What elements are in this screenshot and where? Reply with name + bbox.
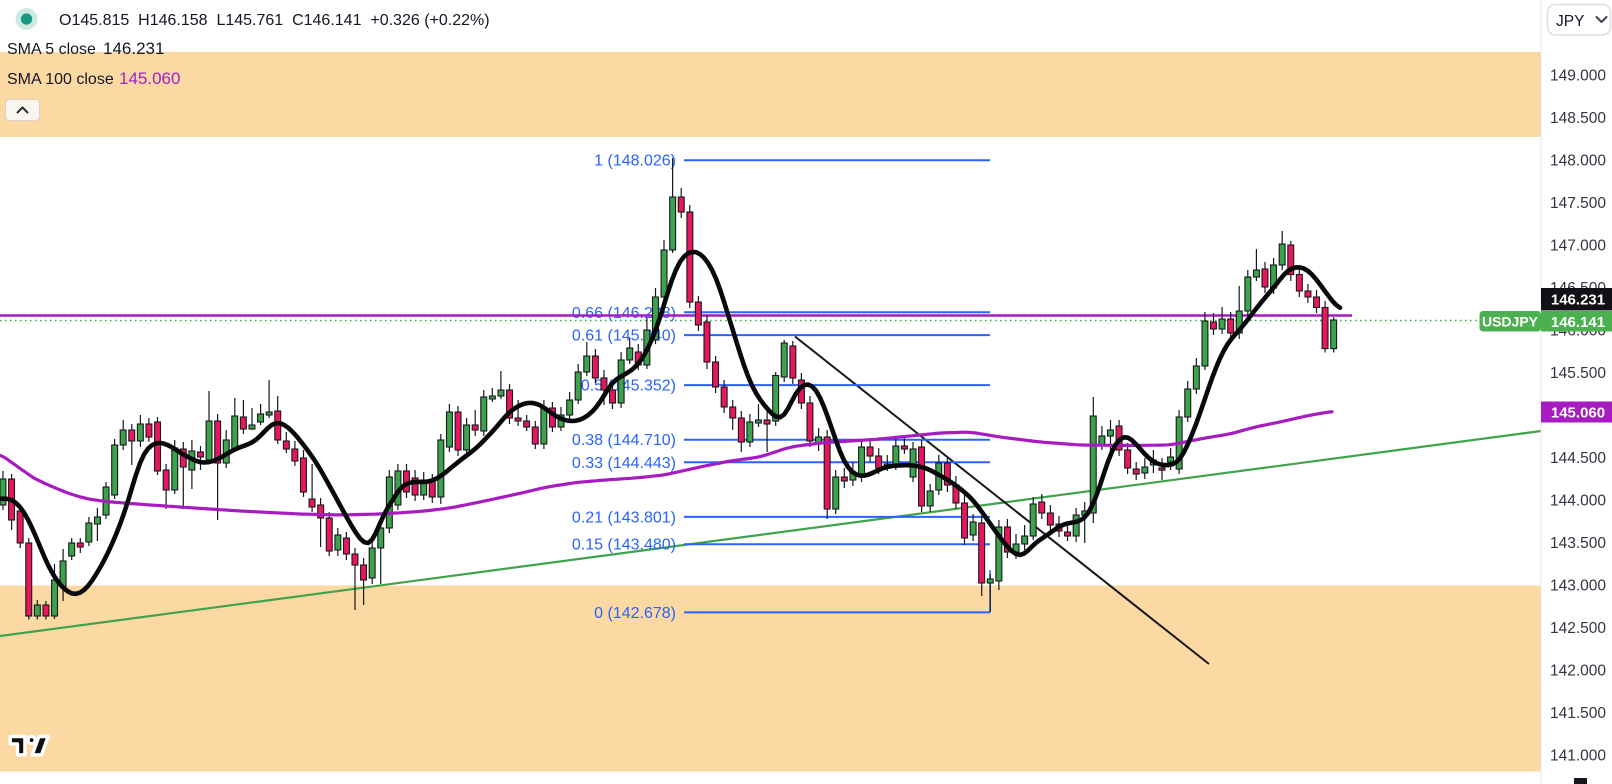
svg-text:0.61 (145.940): 0.61 (145.940) <box>572 328 676 345</box>
svg-text:0.38 (144.710): 0.38 (144.710) <box>572 432 676 449</box>
svg-text:147.000: 147.000 <box>1550 238 1606 255</box>
svg-text:145.060: 145.060 <box>1551 405 1605 422</box>
svg-text:149.000: 149.000 <box>1550 68 1606 85</box>
svg-text:0.21 (143.801): 0.21 (143.801) <box>572 509 676 526</box>
svg-text:O145.815 H146.158 L145.761: O145.815 H146.158 L145.761 C146.141 +0.3… <box>59 12 490 29</box>
svg-text:144.000: 144.000 <box>1550 493 1606 510</box>
svg-text:SMA 100 close: SMA 100 close <box>7 71 114 88</box>
svg-text:142.500: 142.500 <box>1550 620 1606 637</box>
svg-text:143.500: 143.500 <box>1550 535 1606 552</box>
svg-text:143.000: 143.000 <box>1550 578 1606 595</box>
svg-text:0.66 (146.208): 0.66 (146.208) <box>572 305 676 322</box>
svg-text:147.500: 147.500 <box>1550 195 1606 212</box>
svg-text:148.000: 148.000 <box>1550 153 1606 170</box>
svg-text:0.15 (143.480): 0.15 (143.480) <box>572 537 676 554</box>
svg-text:142.000: 142.000 <box>1550 663 1606 680</box>
svg-text:148.500: 148.500 <box>1550 110 1606 127</box>
svg-text:146.141: 146.141 <box>1551 314 1605 331</box>
svg-text:144.500: 144.500 <box>1550 450 1606 467</box>
svg-text:0.33 (144.443): 0.33 (144.443) <box>572 455 676 472</box>
svg-text:145.060: 145.060 <box>119 69 180 88</box>
svg-text:145.500: 145.500 <box>1550 365 1606 382</box>
svg-text:SMA 5 close: SMA 5 close <box>7 41 96 58</box>
svg-text:141.000: 141.000 <box>1550 748 1606 765</box>
svg-text:USDJPY: USDJPY <box>1482 314 1539 330</box>
svg-text:146.231: 146.231 <box>1551 292 1605 309</box>
svg-text:JPY: JPY <box>1556 13 1584 30</box>
svg-text:146.231: 146.231 <box>103 39 164 58</box>
svg-text:0 (142.678): 0 (142.678) <box>594 605 676 622</box>
svg-text:141.500: 141.500 <box>1550 705 1606 722</box>
svg-text:1 (148.026): 1 (148.026) <box>594 153 676 170</box>
